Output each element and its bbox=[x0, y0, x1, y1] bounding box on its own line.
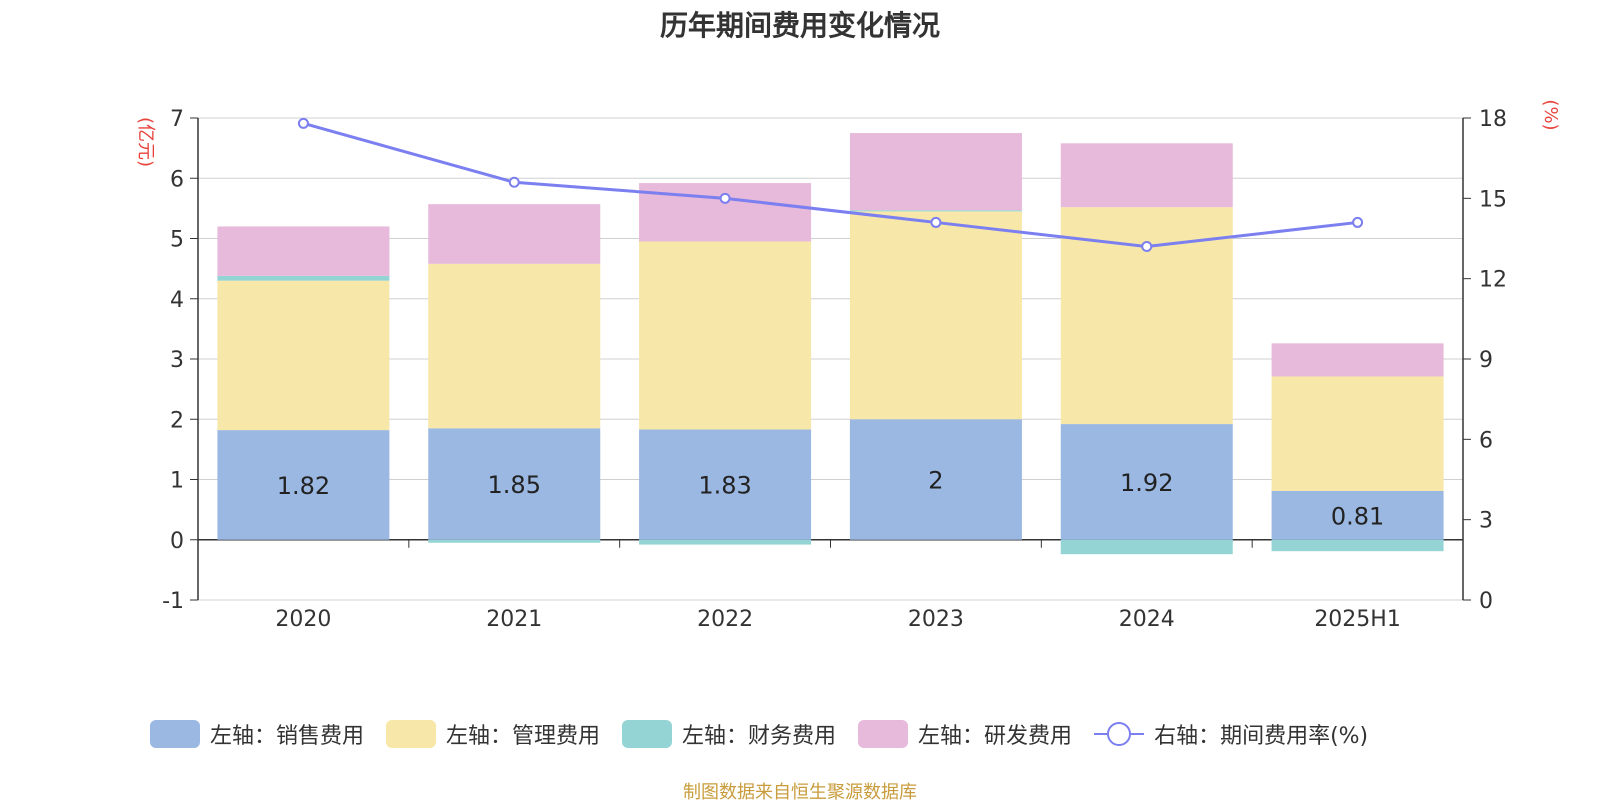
bar-finance bbox=[1271, 539, 1444, 552]
legend-swatch-rate bbox=[1094, 720, 1145, 748]
bar-sales bbox=[217, 430, 390, 540]
x-tick-label: 2023 bbox=[908, 607, 964, 632]
x-tick-label: 2020 bbox=[275, 607, 331, 632]
y-right-tick-label: 9 bbox=[1479, 348, 1493, 373]
y-right-tick-label: 0 bbox=[1479, 589, 1493, 614]
legend-item-rd[interactable]: 左轴：研发费用 bbox=[858, 718, 1072, 750]
chart-title: 历年期间费用变化情况 bbox=[659, 9, 940, 42]
bar-rd bbox=[639, 183, 812, 242]
data-label-sales: 1.92 bbox=[1120, 469, 1173, 497]
bar-rd bbox=[428, 204, 601, 264]
bar-sales bbox=[849, 419, 1022, 540]
bar-sales bbox=[1060, 424, 1233, 540]
bar-rd bbox=[849, 133, 1022, 211]
legend-swatch-admin bbox=[386, 720, 437, 748]
y-left-tick-label: 6 bbox=[170, 167, 184, 192]
point-rate bbox=[508, 176, 520, 188]
bar-rd bbox=[1271, 343, 1444, 377]
bar-finance bbox=[428, 539, 601, 543]
legend-label-finance: 左轴：财务费用 bbox=[682, 724, 837, 749]
y-left-tick-label: 4 bbox=[170, 288, 184, 313]
data-label-sales: 2 bbox=[928, 467, 943, 495]
x-tick-label: 2021 bbox=[486, 607, 542, 632]
y-left-axis-label: (亿元) bbox=[135, 117, 156, 167]
data-label-sales: 1.83 bbox=[698, 472, 751, 500]
legend-swatch-finance bbox=[622, 720, 673, 748]
data-label-sales: 0.81 bbox=[1331, 502, 1384, 530]
bar-admin bbox=[1271, 376, 1444, 491]
y-right-tick-label: 18 bbox=[1479, 107, 1507, 132]
line-rate bbox=[303, 121, 1358, 249]
y-left-tick-label: 2 bbox=[170, 408, 184, 433]
y-right-tick-label: 6 bbox=[1479, 428, 1493, 453]
y-right-tick-label: 3 bbox=[1479, 509, 1493, 534]
legend-swatch-rd bbox=[858, 720, 909, 748]
chart-legend: 左轴：销售费用 左轴：管理费用 左轴：财务费用 左轴：研发费用 右轴：期间费用率… bbox=[150, 718, 1390, 750]
point-rate bbox=[297, 117, 309, 129]
y-left-tick-label: 1 bbox=[170, 469, 184, 494]
legend-item-finance[interactable]: 左轴：财务费用 bbox=[622, 718, 836, 750]
legend-label-rd: 左轴：研发费用 bbox=[918, 724, 1073, 749]
bar-finance bbox=[217, 275, 390, 281]
bar-admin bbox=[428, 263, 601, 429]
legend-item-sales[interactable]: 左轴：销售费用 bbox=[150, 718, 364, 750]
data-label-sales: 1.85 bbox=[488, 471, 541, 499]
bar-rd bbox=[217, 226, 390, 276]
y-left-tick-label: 3 bbox=[170, 348, 184, 373]
source-note: 制图数据来自恒生聚源数据库 bbox=[683, 782, 917, 803]
bar-admin bbox=[639, 241, 812, 430]
bar-sales bbox=[428, 428, 601, 540]
bar-finance bbox=[639, 539, 812, 545]
bar-sales bbox=[639, 429, 812, 540]
bar-sales bbox=[1271, 490, 1444, 540]
bar-finance bbox=[1060, 539, 1233, 555]
legend-label-sales: 左轴：销售费用 bbox=[210, 724, 365, 749]
x-tick-label: 2024 bbox=[1119, 607, 1175, 632]
legend-item-admin[interactable]: 左轴：管理费用 bbox=[386, 718, 600, 750]
bar-admin bbox=[849, 211, 1022, 420]
point-rate bbox=[1141, 241, 1153, 253]
point-rate bbox=[719, 192, 731, 204]
bar-rd bbox=[1060, 143, 1233, 208]
y-right-tick-label: 12 bbox=[1479, 268, 1507, 293]
bar-finance bbox=[849, 210, 1022, 212]
legend-swatch-sales bbox=[150, 720, 200, 748]
legend-item-rate[interactable]: 右轴：期间费用率(%) bbox=[1094, 718, 1368, 750]
legend-label-admin: 左轴：管理费用 bbox=[446, 724, 601, 749]
chart-plot: -1012345670369121518(亿元)(%)1.8220201.852… bbox=[135, 99, 1561, 632]
y-right-tick-label: 15 bbox=[1479, 187, 1507, 212]
point-rate bbox=[930, 216, 942, 228]
data-label-sales: 1.82 bbox=[277, 472, 330, 500]
x-tick-label: 2022 bbox=[697, 607, 753, 632]
x-tick-label: 2025H1 bbox=[1314, 607, 1401, 632]
legend-label-rate: 右轴：期间费用率(%) bbox=[1154, 724, 1369, 749]
bar-admin bbox=[217, 280, 390, 431]
y-right-axis-label: (%) bbox=[1540, 99, 1561, 130]
y-left-tick-label: 0 bbox=[170, 529, 184, 554]
y-left-tick-label: 5 bbox=[170, 228, 184, 253]
y-left-tick-label: 7 bbox=[170, 107, 184, 132]
point-rate bbox=[1352, 216, 1364, 228]
y-left-tick-label: -1 bbox=[162, 589, 184, 614]
